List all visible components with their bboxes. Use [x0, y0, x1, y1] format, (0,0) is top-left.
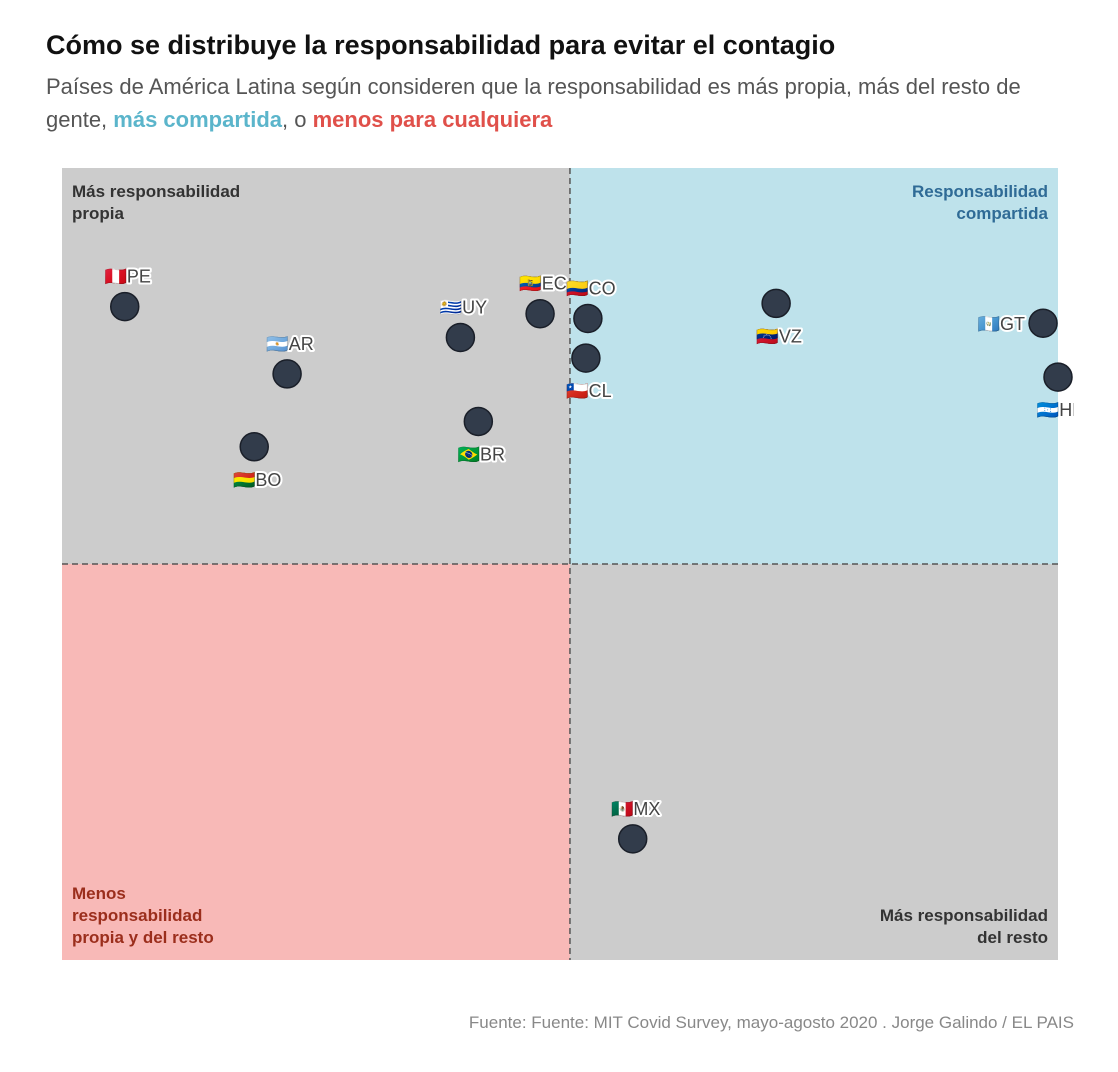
point-label-ec: 🇪🇨EC	[519, 274, 566, 294]
point-pe[interactable]: 🇵🇪PE	[103, 265, 153, 322]
source-note: Fuente: Fuente: MIT Covid Survey, mayo-a…	[468, 1013, 1074, 1032]
point-label-vz: 🇻🇪VZ	[756, 326, 801, 346]
data-point-ar[interactable]	[272, 359, 302, 389]
quadrant-label-bottom-right: Más responsabilidad del resto	[880, 906, 1048, 947]
point-gt[interactable]: 🇬🇹GT	[976, 308, 1058, 338]
quadrant-bottom-right	[569, 564, 1058, 960]
quadrant-label-top-left: Más responsabilidad propia	[72, 182, 240, 223]
point-label-hn: 🇭🇳HN	[1037, 400, 1085, 420]
quadrant-label-top-right: Responsabilidad compartida	[912, 182, 1049, 223]
point-bo[interactable]: 🇧🇴BO	[231, 432, 283, 492]
point-label-gt: 🇬🇹GT	[978, 314, 1025, 334]
point-vz[interactable]: 🇻🇪VZ	[754, 288, 804, 348]
point-uy[interactable]: 🇺🇾UY	[438, 295, 489, 353]
subtitle-text-2: , o	[282, 107, 313, 132]
point-label-ar: 🇦🇷AR	[266, 334, 313, 354]
data-point-gt[interactable]	[1028, 308, 1058, 338]
quadrant-bottom-left	[62, 564, 570, 960]
data-point-uy[interactable]	[445, 322, 476, 353]
point-cl[interactable]: 🇨🇱CL	[564, 343, 614, 403]
point-mx[interactable]: 🇲🇽MX	[609, 797, 662, 854]
chart-subtitle: Países de América Latina según considere…	[46, 70, 1076, 136]
point-hn[interactable]: 🇭🇳HN	[1035, 362, 1085, 422]
point-co[interactable]: 🇨🇴CO	[564, 276, 618, 334]
point-label-uy: 🇺🇾UY	[440, 297, 487, 317]
point-label-bo: 🇧🇴BO	[233, 470, 281, 490]
data-point-bo[interactable]	[239, 432, 269, 462]
quadrant-label-bottom-left: Menos responsabilidad propia y del resto	[72, 884, 214, 947]
data-point-br[interactable]	[463, 406, 494, 437]
quadrant-top-left	[62, 168, 570, 564]
data-point-ec[interactable]	[525, 298, 555, 329]
point-br[interactable]: 🇧🇷BR	[456, 406, 507, 466]
point-ec[interactable]: 🇪🇨EC	[517, 272, 569, 329]
subtitle-highlight-less: menos para cualquiera	[312, 107, 553, 132]
point-label-pe: 🇵🇪PE	[105, 267, 151, 287]
data-point-hn[interactable]	[1043, 362, 1073, 392]
chart-title: Cómo se distribuye la responsabilidad pa…	[46, 30, 836, 60]
point-label-co: 🇨🇴CO	[566, 278, 615, 298]
data-point-mx[interactable]	[617, 824, 648, 854]
data-point-co[interactable]	[573, 303, 603, 334]
data-point-vz[interactable]	[761, 288, 791, 319]
point-label-br: 🇧🇷BR	[458, 444, 505, 464]
point-label-mx: 🇲🇽MX	[611, 799, 660, 819]
subtitle-text-1: Países de América Latina según considere…	[46, 74, 1021, 132]
point-ar[interactable]: 🇦🇷AR	[264, 332, 316, 389]
data-point-pe[interactable]	[109, 291, 140, 322]
point-label-cl: 🇨🇱CL	[566, 381, 611, 401]
data-point-cl[interactable]	[571, 343, 601, 373]
subtitle-highlight-shared: más compartida	[113, 107, 283, 132]
quadrant-top-right	[569, 168, 1058, 564]
